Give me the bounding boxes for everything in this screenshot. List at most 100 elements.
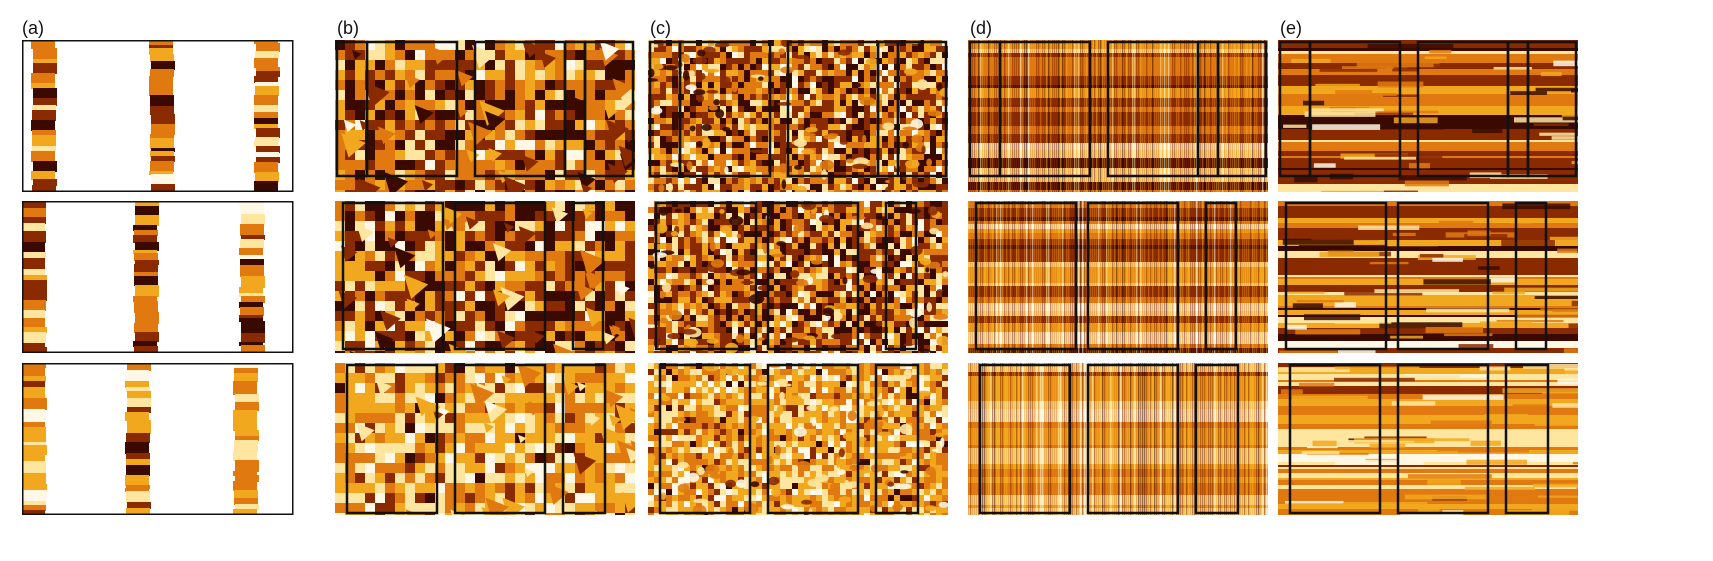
texture-cell [505, 261, 516, 272]
texture-cell [776, 241, 786, 247]
texture-cell [852, 118, 859, 125]
texture-cell [804, 207, 811, 214]
texture-cell [894, 273, 901, 280]
texture-cell [605, 130, 616, 141]
texture-cell [798, 309, 805, 316]
texture-cell [876, 64, 883, 71]
texture-cell [762, 219, 769, 226]
texture-cell [804, 243, 811, 250]
texture-cell [648, 263, 655, 269]
texture-cell [936, 219, 943, 226]
texture-cell [858, 184, 865, 191]
texture-cell [335, 351, 346, 353]
texture-cell [696, 112, 703, 119]
texture-cell [888, 213, 895, 220]
texture-cell [605, 473, 616, 484]
texture-cell [696, 40, 703, 47]
texture-cell [395, 503, 406, 514]
texture-cell [615, 341, 626, 352]
texture-cell [395, 211, 406, 222]
texture-cell [555, 513, 566, 515]
texture-cell [465, 100, 476, 111]
texture-cell [525, 100, 536, 111]
texture-cell [900, 405, 907, 412]
texture-cell [888, 321, 895, 328]
texture-cell [858, 64, 865, 71]
texture-cell [780, 405, 787, 412]
texture-cell [864, 118, 871, 125]
texture-cell [846, 213, 853, 220]
texture-cell [930, 327, 937, 334]
texture-cell [894, 279, 901, 286]
texture-cell [150, 161, 174, 172]
texture-cell [942, 271, 948, 277]
texture-cell [149, 84, 173, 96]
texture-cell [240, 307, 264, 316]
texture-cell [786, 399, 793, 406]
texture-cell [355, 60, 366, 71]
texture-cell [648, 88, 655, 95]
texture-cell [660, 46, 667, 53]
texture-cell [750, 46, 757, 53]
texture-cell [22, 269, 45, 276]
texture-cell [846, 76, 853, 83]
texture-cell [912, 387, 919, 394]
texture-cell [780, 154, 787, 161]
texture-cell [702, 160, 709, 167]
texture-cell [750, 273, 757, 280]
texture-cell [515, 351, 526, 353]
texture-cell [615, 221, 626, 232]
texture-cell [515, 140, 526, 151]
texture-cell [405, 453, 416, 464]
texture-cell [696, 64, 703, 71]
texture-cell [780, 315, 787, 322]
texture-cell [485, 363, 496, 374]
texture-cell [864, 112, 871, 119]
texture-cell [672, 100, 679, 107]
texture-cell [702, 184, 709, 191]
texture-cell [720, 201, 727, 208]
texture-cell [648, 339, 655, 346]
texture-cell [595, 413, 606, 424]
texture-cell [515, 453, 526, 464]
texture-cell [900, 94, 907, 101]
texture-cell [690, 309, 697, 316]
texture-cell [888, 315, 895, 322]
texture-cell [828, 267, 835, 274]
texture-cell [595, 251, 606, 262]
texture-cell [666, 40, 673, 47]
texture-cell [774, 261, 781, 268]
texture-cell [924, 112, 931, 119]
texture-cell [816, 387, 823, 394]
texture-cell [684, 375, 691, 382]
texture-cell [798, 249, 805, 256]
texture-cell [696, 243, 703, 250]
texture-cell [595, 180, 606, 191]
texture-cell [768, 327, 775, 334]
texture-cell [355, 493, 366, 504]
texture-cell [405, 433, 416, 444]
texture-cell [405, 403, 416, 414]
texture-cell [732, 315, 739, 322]
texture-cell [776, 102, 792, 106]
texture-cell [239, 201, 263, 205]
texture-cell [846, 297, 853, 304]
texture-cell [708, 52, 715, 59]
texture-cell [750, 249, 757, 256]
texture-cell [628, 317, 635, 338]
texture-cell [750, 64, 757, 71]
texture-cell [768, 261, 775, 268]
texture-cell [756, 184, 763, 191]
texture-cell [31, 73, 55, 84]
texture-cell [738, 154, 745, 161]
texture-cell [375, 373, 386, 384]
texture-cell [678, 363, 685, 370]
texture-cell [585, 403, 596, 414]
texture-cell [495, 70, 506, 81]
texture-cell [870, 184, 877, 191]
texture-cell [575, 50, 586, 61]
texture-cell [864, 64, 871, 71]
texture-cell [918, 130, 925, 137]
texture-cell [345, 281, 356, 292]
texture-cell [684, 405, 691, 412]
